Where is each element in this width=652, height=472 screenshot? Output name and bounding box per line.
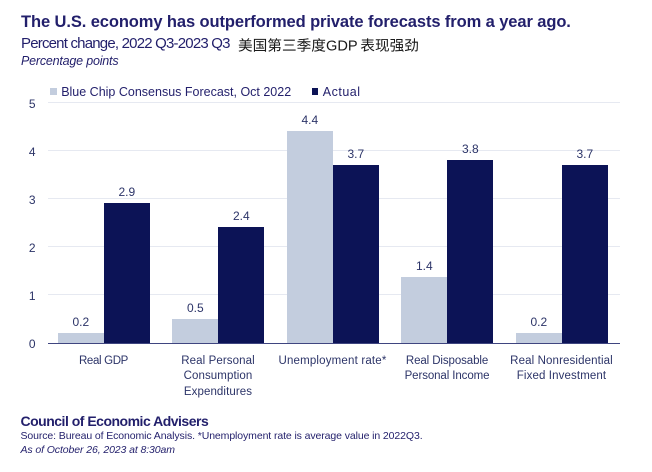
svg-text:GDP: GDP <box>326 38 358 54</box>
